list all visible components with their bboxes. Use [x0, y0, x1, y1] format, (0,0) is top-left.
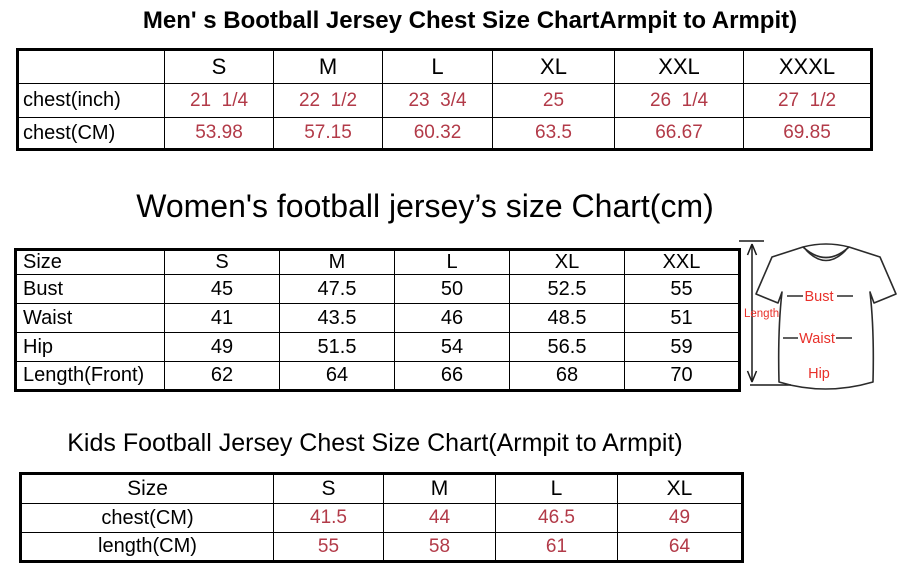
cell-value: 53.98: [164, 117, 274, 150]
table-row: Bust 45 47.5 50 52.5 55: [15, 274, 740, 304]
cell-value: 60.32: [382, 117, 493, 150]
womens-chart-title: Women's football jersey’s size Chart(cm): [136, 188, 714, 224]
bust-label: Bust: [804, 289, 833, 305]
cell-value: 59: [624, 332, 740, 362]
row-label: Bust: [15, 274, 165, 304]
womens-size-table: Size S M L XL XXL Bust 45 47.5 50 52.5 5…: [14, 248, 741, 392]
col-header: Size: [15, 249, 165, 275]
cell-value: 47.5: [279, 274, 395, 304]
mens-chart-title: Men' s Bootball Jersey Chest Size ChartA…: [142, 7, 798, 34]
cell-value: 64: [617, 532, 743, 562]
length-label: Length: [744, 308, 779, 320]
table-row: chest(inch) 21 1/4 22 1/2 23 3/4 25 26 1…: [17, 83, 872, 118]
cell-value: 51.5: [279, 332, 395, 362]
hip-label: Hip: [808, 366, 830, 382]
cell-value: 27 1/2: [743, 83, 872, 118]
cell-value: 23 3/4: [382, 83, 493, 118]
cell-value: 68: [509, 361, 625, 391]
cell-value: 57.15: [273, 117, 383, 150]
cell-value: 56.5: [509, 332, 625, 362]
cell-value: 43.5: [279, 303, 395, 333]
cell-value: 25: [492, 83, 615, 118]
length-arrow-icon: [746, 243, 758, 383]
table-row: Waist 41 43.5 46 48.5 51: [15, 303, 740, 333]
row-label: Hip: [15, 332, 165, 362]
table-row: length(CM) 55 58 61 64: [20, 532, 743, 562]
cell-value: 66.67: [614, 117, 744, 150]
col-header: [17, 49, 165, 84]
cell-value: 41.5: [273, 503, 384, 533]
cell-value: 21 1/4: [164, 83, 274, 118]
col-header: L: [382, 49, 493, 84]
col-header: XXL: [614, 49, 744, 84]
col-header: XL: [509, 249, 625, 275]
row-label: Waist: [15, 303, 165, 333]
tshirt-measurement-diagram: Length Bust Waist Hip: [739, 240, 897, 390]
col-header: XL: [617, 473, 743, 504]
cell-value: 50: [394, 274, 510, 304]
col-header: L: [495, 473, 618, 504]
cell-value: 55: [273, 532, 384, 562]
cell-value: 64: [279, 361, 395, 391]
table-row: chest(CM) 53.98 57.15 60.32 63.5 66.67 6…: [17, 117, 872, 150]
cell-value: 69.85: [743, 117, 872, 150]
col-header: S: [164, 49, 274, 84]
mens-size-table: S M L XL XXL XXXL chest(inch) 21 1/4 22 …: [16, 48, 873, 151]
cell-value: 62: [164, 361, 280, 391]
cell-value: 55: [624, 274, 740, 304]
kids-chart-title: Kids Football Jersey Chest Size Chart(Ar…: [67, 429, 683, 457]
cell-value: 52.5: [509, 274, 625, 304]
cell-value: 61: [495, 532, 618, 562]
cell-value: 70: [624, 361, 740, 391]
row-label: Length(Front): [15, 361, 165, 391]
row-label: chest(CM): [17, 117, 165, 150]
row-label: chest(inch): [17, 83, 165, 118]
cell-value: 41: [164, 303, 280, 333]
table-row: Length(Front) 62 64 66 68 70: [15, 361, 740, 391]
table-header-row: Size S M L XL: [20, 473, 743, 504]
cell-value: 45: [164, 274, 280, 304]
cell-value: 22 1/2: [273, 83, 383, 118]
tshirt-outline: [755, 243, 897, 390]
row-label: chest(CM): [20, 503, 274, 533]
table-header-row: S M L XL XXL XXXL: [17, 49, 872, 84]
cell-value: 51: [624, 303, 740, 333]
row-label: length(CM): [20, 532, 274, 562]
waist-label: Waist: [799, 331, 835, 347]
col-header: M: [383, 473, 496, 504]
col-header: M: [273, 49, 383, 84]
cell-value: 54: [394, 332, 510, 362]
cell-value: 46: [394, 303, 510, 333]
cell-value: 66: [394, 361, 510, 391]
col-header: Size: [20, 473, 274, 504]
cell-value: 44: [383, 503, 496, 533]
col-header: XXXL: [743, 49, 872, 84]
table-row: chest(CM) 41.5 44 46.5 49: [20, 503, 743, 533]
cell-value: 58: [383, 532, 496, 562]
col-header: L: [394, 249, 510, 275]
col-header: XXL: [624, 249, 740, 275]
kids-size-table: Size S M L XL chest(CM) 41.5 44 46.5 49 …: [19, 472, 744, 563]
col-header: M: [279, 249, 395, 275]
cell-value: 49: [617, 503, 743, 533]
col-header: S: [273, 473, 384, 504]
cell-value: 48.5: [509, 303, 625, 333]
cell-value: 63.5: [492, 117, 615, 150]
col-header: S: [164, 249, 280, 275]
cell-value: 46.5: [495, 503, 618, 533]
table-row: Hip 49 51.5 54 56.5 59: [15, 332, 740, 362]
measure-lines: [783, 295, 853, 339]
cell-value: 26 1/4: [614, 83, 744, 118]
table-header-row: Size S M L XL XXL: [15, 249, 740, 275]
col-header: XL: [492, 49, 615, 84]
cell-value: 49: [164, 332, 280, 362]
